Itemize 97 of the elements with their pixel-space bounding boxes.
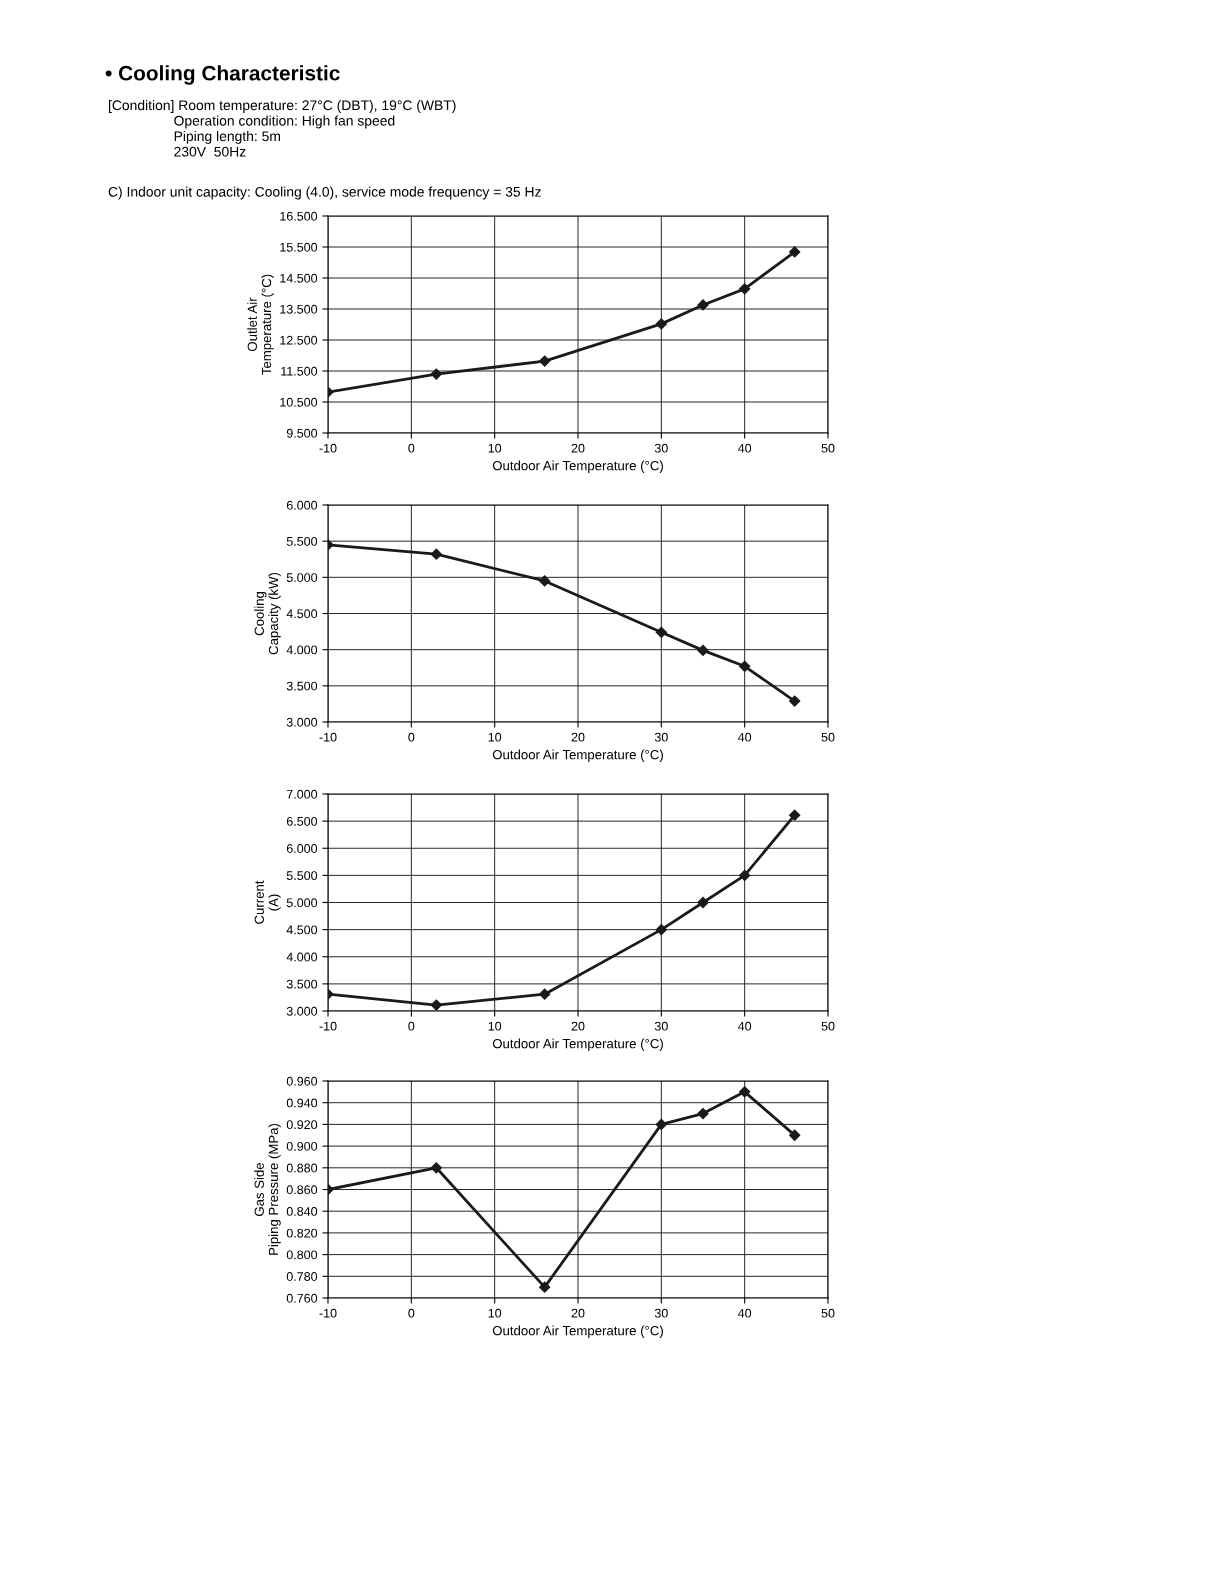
chart-subtitle: [Condition] Room temperature: 27°C (DBT), 19°C (WBT) Operation condition: High fan speed Piping length: 5m 230V 50Hz	[108, 100, 456, 157]
point	[789, 246, 801, 258]
x-tick-label: -10	[319, 1308, 337, 1318]
x-tick-label: 10	[488, 732, 502, 742]
x-tick-label: 40	[738, 443, 752, 453]
y-tick-label: 4.500	[286, 925, 318, 935]
point	[789, 1129, 801, 1141]
point	[789, 809, 801, 821]
point	[430, 368, 442, 380]
point	[430, 999, 442, 1011]
y-tick-label: 5.500	[286, 871, 318, 881]
y-tick-label: 0.880	[286, 1163, 318, 1173]
x-tick-label: 0	[408, 443, 415, 453]
y-tick-label: 5.000	[286, 573, 318, 582]
point	[739, 869, 751, 881]
point	[655, 626, 667, 638]
y-tick-label: 0.760	[286, 1293, 318, 1303]
y-tick-label: 0.900	[286, 1141, 318, 1151]
chart-title: • Cooling Characteristic	[105, 65, 340, 85]
y-tick-label: 6.000	[286, 844, 318, 853]
y-tick-label: 3.500	[286, 681, 318, 691]
y-tick-label: 7.000	[286, 789, 318, 799]
x-axis-title: Outdoor Air Temperature (°C)	[492, 460, 663, 473]
y-tick-label: 3.000	[286, 717, 318, 727]
y-tick-label: 5.500	[286, 536, 318, 546]
point	[539, 575, 551, 587]
point	[539, 988, 551, 1000]
point	[697, 1107, 709, 1120]
y-axis-title: Outlet Air Temperature (°C)	[247, 274, 274, 375]
y-tick-label: 4.000	[286, 645, 318, 655]
y-tick-label: 5.000	[286, 898, 318, 908]
x-axis-title: Outdoor Air Temperature (°C)	[492, 749, 663, 762]
y-axis-title: Cooling Capacity (kW)	[254, 572, 281, 655]
x-tick-label: 30	[654, 1021, 668, 1031]
text: C) Indoor unit capacity: Cooling (4.0), service mode frequency = 35 Hz	[108, 186, 541, 200]
x-tick-label: 10	[488, 1021, 502, 1031]
y-tick-label: 0.940	[286, 1098, 318, 1108]
y-axis-title: Current (A)	[254, 880, 281, 924]
point	[697, 644, 709, 656]
point	[655, 318, 667, 330]
point	[739, 660, 751, 672]
x-tick-label: 20	[571, 1308, 585, 1318]
y-tick-label: 6.000	[286, 500, 318, 510]
y-tick-label: 0.920	[286, 1120, 318, 1130]
x-tick-label: 40	[738, 732, 752, 742]
y-tick-label: 9.500	[286, 428, 318, 438]
y-tick-label: 10.500	[280, 397, 318, 407]
y-tick-label: 15.500	[280, 242, 318, 252]
x-tick-label: -10	[319, 443, 337, 453]
y-axis-title: Gas Side Piping Pressure (MPa)	[254, 1123, 281, 1255]
y-tick-label: 14.500	[280, 273, 318, 283]
x-tick-label: 30	[654, 732, 668, 742]
x-tick-label: 20	[571, 443, 585, 453]
y-tick-label: 16.500	[280, 211, 318, 221]
point	[739, 283, 751, 295]
x-axis-title: Outdoor Air Temperature (°C)	[492, 1038, 663, 1051]
y-tick-label: 12.500	[280, 335, 318, 345]
x-tick-label: 20	[571, 732, 585, 742]
y-tick-label: 4.500	[286, 609, 318, 619]
x-tick-label: 50	[821, 1308, 835, 1318]
y-tick-label: 3.000	[286, 1006, 318, 1016]
y-tick-label: 13.500	[280, 304, 318, 314]
x-tick-label: 50	[821, 443, 835, 453]
y-tick-label: 0.840	[286, 1207, 318, 1216]
x-tick-label: 40	[738, 1308, 752, 1318]
x-tick-label: 30	[654, 1308, 668, 1318]
y-tick-label: 11.500	[281, 366, 318, 376]
point	[697, 896, 709, 909]
x-tick-label: 50	[821, 732, 835, 742]
x-tick-label: -10	[319, 1021, 337, 1031]
x-tick-label: 0	[408, 1308, 415, 1318]
y-tick-label: 0.780	[286, 1272, 318, 1281]
point	[655, 924, 667, 936]
y-tick-label: 3.500	[286, 979, 318, 989]
x-tick-label: 50	[821, 1021, 835, 1031]
x-tick-label: 30	[654, 443, 668, 453]
y-tick-label: 4.000	[286, 952, 318, 962]
point	[430, 1162, 442, 1174]
y-tick-label: 0.960	[286, 1076, 318, 1086]
x-tick-label: 0	[408, 732, 415, 742]
point	[789, 695, 801, 707]
x-tick-label: -10	[319, 732, 337, 742]
y-tick-label: 0.860	[286, 1185, 318, 1195]
x-tick-label: 10	[488, 443, 502, 453]
point	[430, 548, 442, 560]
y-tick-label: 0.800	[286, 1250, 318, 1260]
point	[539, 1281, 551, 1293]
x-tick-label: 40	[738, 1021, 752, 1031]
y-tick-label: 0.820	[286, 1228, 318, 1238]
x-tick-label: 20	[571, 1021, 585, 1031]
x-tick-label: 0	[408, 1021, 415, 1031]
x-axis-title: Outdoor Air Temperature (°C)	[492, 1325, 663, 1338]
point	[655, 1118, 667, 1131]
x-tick-label: 10	[488, 1308, 502, 1318]
point	[539, 355, 551, 367]
point	[739, 1086, 751, 1098]
y-tick-label: 6.500	[286, 816, 318, 826]
